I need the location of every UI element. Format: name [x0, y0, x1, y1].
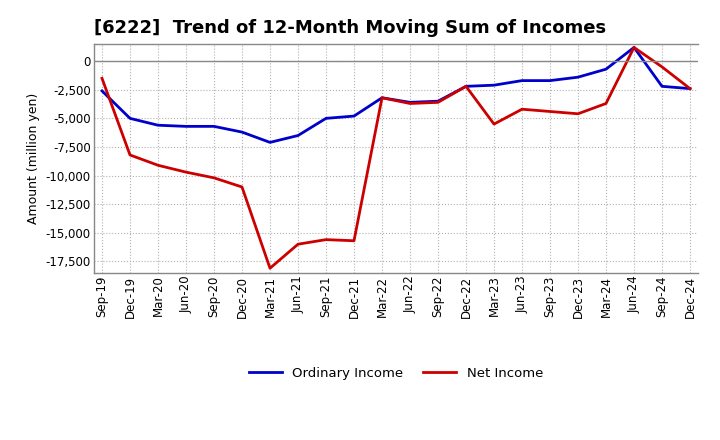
Net Income	[574, 111, 582, 117]
Ordinary Income	[602, 66, 611, 72]
Net Income	[294, 242, 302, 247]
Net Income	[462, 84, 470, 89]
Ordinary Income	[630, 45, 639, 50]
Ordinary Income	[433, 99, 442, 104]
Ordinary Income	[378, 95, 387, 100]
Y-axis label: Amount (million yen): Amount (million yen)	[27, 93, 40, 224]
Net Income	[98, 76, 107, 81]
Net Income	[546, 109, 554, 114]
Line: Ordinary Income: Ordinary Income	[102, 48, 690, 143]
Ordinary Income	[490, 83, 498, 88]
Ordinary Income	[238, 129, 246, 135]
Net Income	[350, 238, 359, 243]
Ordinary Income	[546, 78, 554, 83]
Ordinary Income	[153, 123, 162, 128]
Net Income	[490, 121, 498, 127]
Ordinary Income	[657, 84, 666, 89]
Ordinary Income	[266, 140, 274, 145]
Net Income	[126, 152, 135, 158]
Net Income	[181, 169, 190, 175]
Ordinary Income	[462, 84, 470, 89]
Ordinary Income	[322, 116, 330, 121]
Net Income	[210, 175, 218, 180]
Net Income	[378, 95, 387, 100]
Legend: Ordinary Income, Net Income: Ordinary Income, Net Income	[243, 362, 549, 385]
Net Income	[405, 101, 414, 106]
Ordinary Income	[350, 114, 359, 119]
Ordinary Income	[574, 74, 582, 80]
Ordinary Income	[685, 86, 694, 91]
Net Income	[602, 101, 611, 106]
Text: [6222]  Trend of 12-Month Moving Sum of Incomes: [6222] Trend of 12-Month Moving Sum of I…	[94, 19, 606, 37]
Ordinary Income	[98, 88, 107, 94]
Ordinary Income	[294, 133, 302, 138]
Ordinary Income	[181, 124, 190, 129]
Ordinary Income	[518, 78, 526, 83]
Ordinary Income	[405, 100, 414, 105]
Net Income	[685, 86, 694, 91]
Net Income	[153, 163, 162, 168]
Ordinary Income	[126, 116, 135, 121]
Net Income	[322, 237, 330, 242]
Net Income	[266, 266, 274, 271]
Net Income	[433, 100, 442, 105]
Net Income	[630, 45, 639, 50]
Net Income	[238, 184, 246, 190]
Net Income	[518, 106, 526, 112]
Line: Net Income: Net Income	[102, 48, 690, 268]
Ordinary Income	[210, 124, 218, 129]
Net Income	[657, 64, 666, 70]
